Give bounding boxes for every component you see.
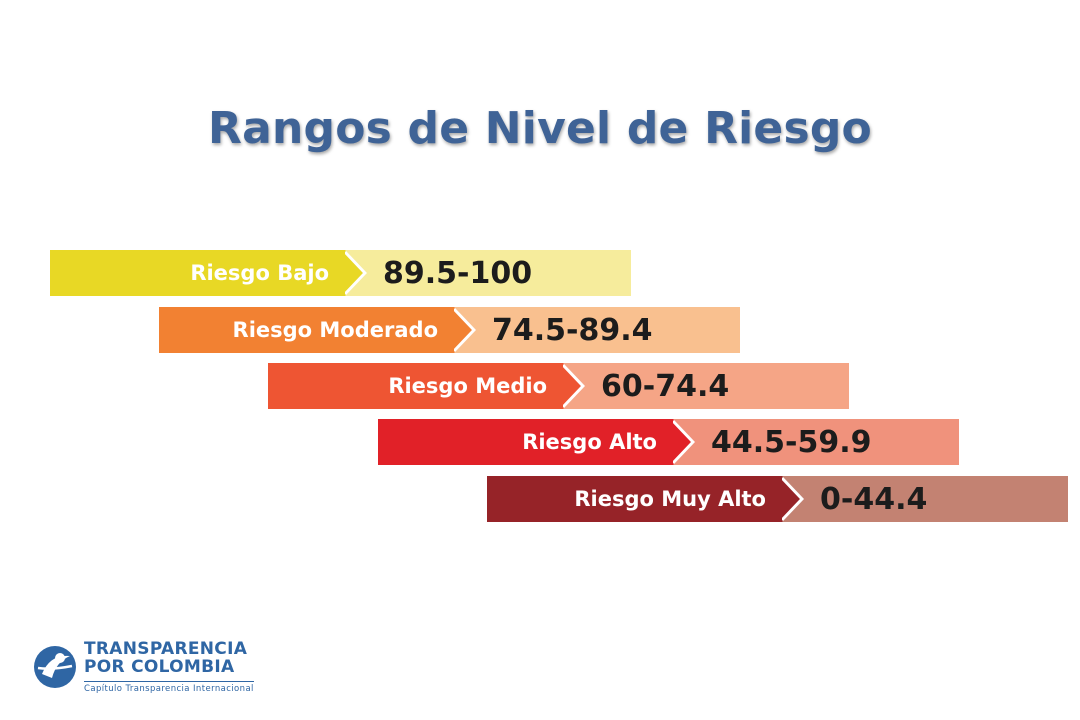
chevron-right-icon: [454, 307, 477, 353]
chevron-right-icon: [345, 250, 368, 296]
risk-band-medium: Riesgo Medio 60-74.4: [268, 363, 849, 409]
risk-band-label-box: Riesgo Alto: [378, 419, 673, 465]
risk-label: Riesgo Medio: [388, 374, 547, 398]
risk-label: Riesgo Alto: [522, 430, 657, 454]
risk-band-label-box: Riesgo Bajo: [50, 250, 345, 296]
risk-band-very-high: Riesgo Muy Alto 0-44.4: [487, 476, 1068, 522]
chevron-right-icon: [673, 419, 696, 465]
chevron-right-icon: [782, 476, 805, 522]
risk-band-label-box: Riesgo Moderado: [159, 307, 454, 353]
logo-wordmark: TRANSPARENCIA POR COLOMBIA Capítulo Tran…: [84, 640, 254, 694]
risk-band-range-box: 74.5-89.4: [454, 307, 740, 353]
risk-label: Riesgo Bajo: [190, 261, 329, 285]
risk-label: Riesgo Muy Alto: [574, 487, 766, 511]
risk-band-low: Riesgo Bajo 89.5-100: [50, 250, 631, 296]
risk-range: 89.5-100: [383, 255, 533, 291]
risk-band-label-box: Riesgo Medio: [268, 363, 563, 409]
risk-band-range-box: 89.5-100: [345, 250, 631, 296]
risk-range: 60-74.4: [601, 368, 730, 404]
risk-range: 44.5-59.9: [711, 424, 872, 460]
risk-range: 0-44.4: [820, 481, 928, 517]
risk-band-range-box: 60-74.4: [563, 363, 849, 409]
risk-band-range-box: 0-44.4: [782, 476, 1068, 522]
risk-band-range-box: 44.5-59.9: [673, 419, 959, 465]
logo-line-1: TRANSPARENCIA: [84, 639, 248, 659]
risk-band-label-box: Riesgo Muy Alto: [487, 476, 782, 522]
logo-subtitle: Capítulo Transparencia Internacional: [84, 681, 254, 694]
risk-band-moderate: Riesgo Moderado 74.5-89.4: [159, 307, 740, 353]
risk-range: 74.5-89.4: [492, 312, 653, 348]
logo-line-2: POR COLOMBIA: [84, 657, 235, 677]
risk-label: Riesgo Moderado: [232, 318, 438, 342]
chevron-right-icon: [563, 363, 586, 409]
page-title: Rangos de Nivel de Riesgo: [208, 103, 872, 154]
risk-band-high: Riesgo Alto 44.5-59.9: [378, 419, 959, 465]
organization-logo: TRANSPARENCIA POR COLOMBIA Capítulo Tran…: [32, 640, 254, 700]
person-globe-icon: [34, 646, 76, 688]
